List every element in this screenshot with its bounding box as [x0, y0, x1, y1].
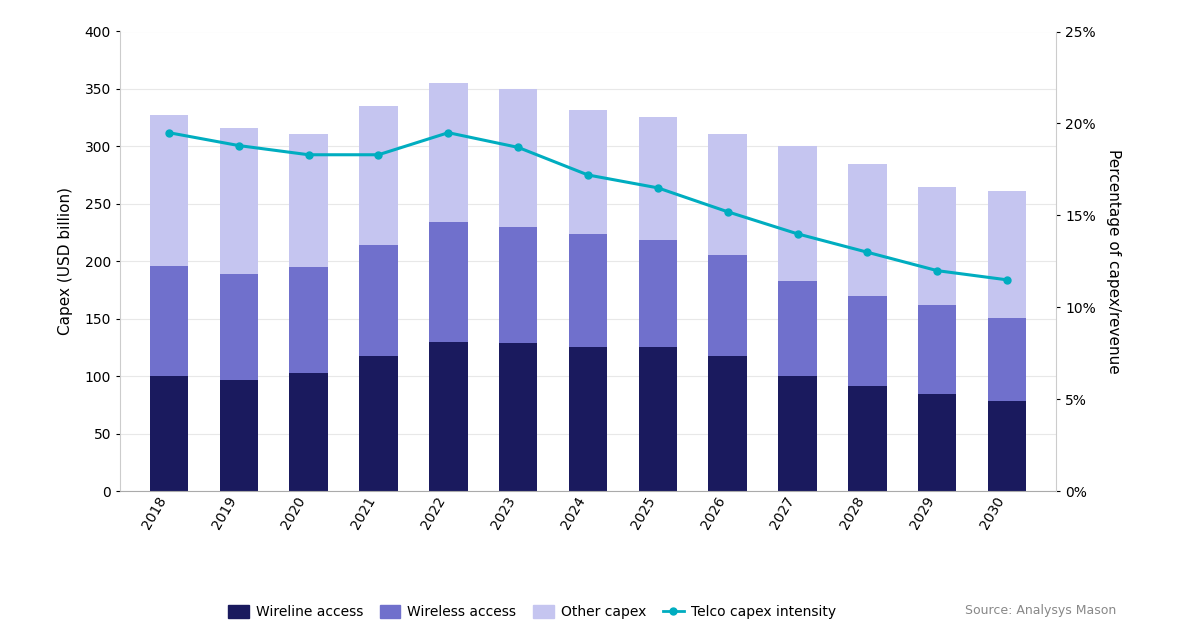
Bar: [220, 380, 258, 491]
Bar: [289, 267, 328, 373]
Bar: [359, 106, 397, 245]
Bar: [569, 110, 607, 234]
Y-axis label: Percentage of capex/revenue: Percentage of capex/revenue: [1105, 149, 1121, 374]
Bar: [848, 386, 887, 491]
Bar: [220, 274, 258, 380]
Y-axis label: Capex (USD billion): Capex (USD billion): [59, 188, 73, 335]
Bar: [779, 281, 817, 377]
Bar: [359, 245, 397, 356]
Bar: [220, 128, 258, 274]
Bar: [848, 296, 887, 386]
Bar: [430, 83, 468, 222]
Bar: [569, 346, 607, 491]
Bar: [359, 356, 397, 491]
Bar: [289, 373, 328, 491]
Bar: [289, 134, 328, 267]
Bar: [779, 377, 817, 491]
Bar: [638, 117, 677, 239]
Legend: Wireline access, Wireless access, Other capex, Telco capex intensity: Wireline access, Wireless access, Other …: [222, 600, 841, 624]
Bar: [988, 318, 1026, 401]
Bar: [918, 305, 956, 394]
Bar: [499, 227, 538, 343]
Bar: [848, 164, 887, 296]
Bar: [430, 342, 468, 491]
Bar: [918, 186, 956, 305]
Bar: [499, 89, 538, 227]
Bar: [708, 356, 746, 491]
Bar: [150, 115, 188, 266]
Bar: [708, 134, 746, 255]
Bar: [150, 377, 188, 491]
Bar: [638, 239, 677, 346]
Bar: [499, 343, 538, 491]
Bar: [638, 346, 677, 491]
Bar: [918, 394, 956, 491]
Bar: [708, 255, 746, 356]
Bar: [988, 401, 1026, 491]
Text: Source: Analysys Mason: Source: Analysys Mason: [965, 604, 1116, 617]
Bar: [779, 147, 817, 281]
Bar: [569, 234, 607, 346]
Bar: [988, 192, 1026, 318]
Bar: [150, 266, 188, 377]
Bar: [430, 222, 468, 342]
